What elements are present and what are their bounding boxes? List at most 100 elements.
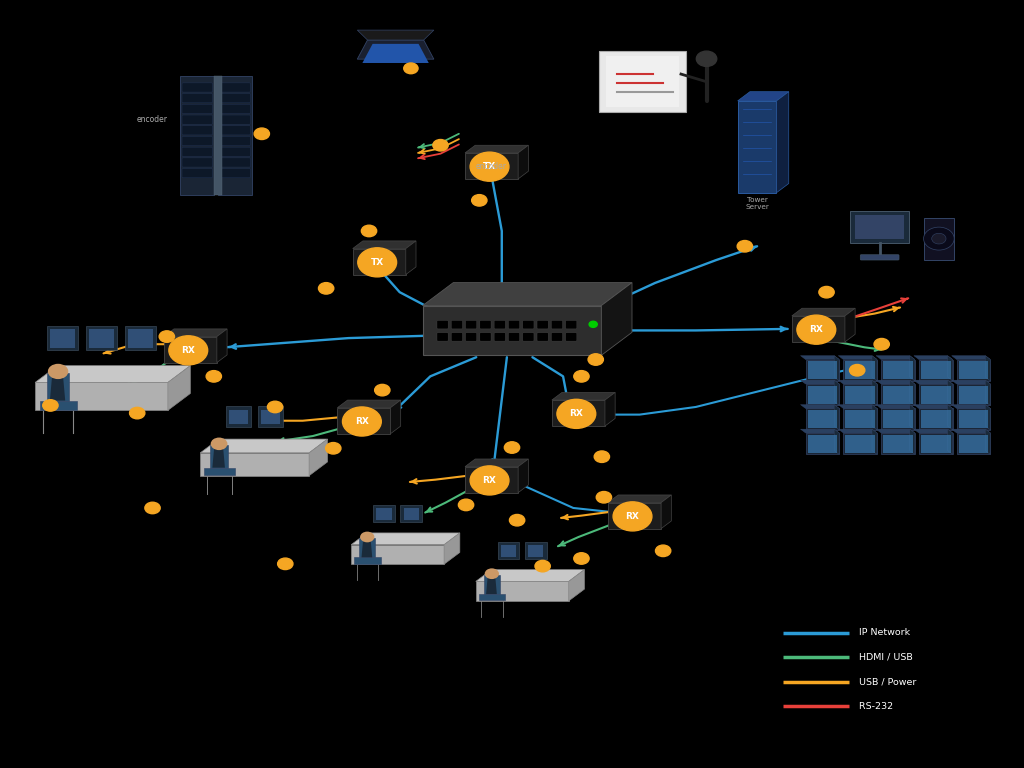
Polygon shape: [351, 545, 444, 564]
Circle shape: [470, 466, 509, 495]
FancyBboxPatch shape: [522, 320, 534, 329]
Polygon shape: [354, 558, 381, 564]
Circle shape: [360, 531, 375, 542]
Circle shape: [874, 339, 889, 350]
Polygon shape: [801, 405, 840, 409]
Polygon shape: [423, 283, 632, 306]
Polygon shape: [498, 541, 519, 559]
Polygon shape: [913, 380, 952, 384]
Polygon shape: [601, 283, 632, 356]
Polygon shape: [801, 380, 840, 384]
Polygon shape: [846, 435, 876, 453]
Polygon shape: [909, 380, 914, 406]
FancyBboxPatch shape: [437, 320, 449, 329]
Circle shape: [278, 558, 293, 570]
Polygon shape: [164, 329, 227, 336]
Polygon shape: [599, 51, 686, 112]
FancyBboxPatch shape: [495, 333, 506, 341]
Polygon shape: [947, 380, 952, 406]
Polygon shape: [35, 382, 168, 410]
Polygon shape: [808, 361, 838, 379]
Circle shape: [375, 384, 390, 396]
Text: encoder: encoder: [476, 162, 507, 171]
FancyBboxPatch shape: [509, 320, 519, 329]
Circle shape: [655, 545, 671, 557]
Polygon shape: [390, 400, 400, 434]
FancyBboxPatch shape: [551, 333, 562, 341]
FancyBboxPatch shape: [565, 333, 577, 341]
Polygon shape: [884, 361, 912, 379]
FancyBboxPatch shape: [480, 320, 492, 329]
Circle shape: [361, 225, 377, 237]
Polygon shape: [958, 435, 988, 453]
Text: TX: TX: [371, 258, 384, 266]
Polygon shape: [606, 57, 679, 107]
Polygon shape: [362, 44, 429, 63]
Polygon shape: [872, 429, 878, 455]
Circle shape: [342, 407, 381, 436]
Polygon shape: [947, 429, 952, 455]
Polygon shape: [947, 405, 952, 430]
Polygon shape: [846, 410, 876, 429]
Polygon shape: [839, 429, 878, 433]
Polygon shape: [359, 538, 375, 558]
Polygon shape: [792, 308, 855, 316]
Polygon shape: [125, 326, 156, 350]
Polygon shape: [47, 373, 70, 401]
Polygon shape: [35, 366, 190, 382]
Polygon shape: [261, 410, 280, 424]
Polygon shape: [351, 533, 460, 545]
Text: RX: RX: [482, 476, 497, 485]
Polygon shape: [518, 459, 528, 492]
Polygon shape: [877, 405, 914, 409]
FancyBboxPatch shape: [182, 147, 212, 157]
Polygon shape: [951, 405, 990, 409]
FancyBboxPatch shape: [182, 169, 212, 177]
Polygon shape: [806, 359, 840, 381]
FancyBboxPatch shape: [182, 115, 212, 124]
Polygon shape: [882, 359, 914, 381]
FancyBboxPatch shape: [537, 320, 548, 329]
Polygon shape: [835, 429, 840, 455]
Polygon shape: [808, 435, 838, 453]
Circle shape: [573, 553, 589, 564]
Polygon shape: [958, 410, 988, 429]
Polygon shape: [806, 384, 840, 406]
FancyBboxPatch shape: [220, 126, 250, 135]
Polygon shape: [226, 406, 251, 426]
Polygon shape: [909, 429, 914, 455]
Polygon shape: [484, 574, 500, 594]
FancyBboxPatch shape: [466, 320, 477, 329]
Circle shape: [318, 283, 334, 294]
Text: IP Network: IP Network: [856, 628, 910, 637]
Polygon shape: [309, 439, 328, 475]
Polygon shape: [947, 356, 952, 381]
Circle shape: [403, 63, 418, 74]
Polygon shape: [919, 409, 952, 430]
Polygon shape: [839, 380, 878, 384]
Circle shape: [326, 442, 341, 454]
Circle shape: [357, 248, 396, 277]
Polygon shape: [89, 329, 114, 348]
Polygon shape: [882, 384, 914, 406]
Polygon shape: [501, 545, 516, 557]
Circle shape: [924, 227, 954, 250]
Text: HDMI / USB: HDMI / USB: [856, 653, 913, 662]
FancyBboxPatch shape: [220, 169, 250, 177]
Polygon shape: [839, 356, 878, 359]
FancyBboxPatch shape: [509, 333, 519, 341]
Polygon shape: [201, 439, 328, 453]
Polygon shape: [218, 76, 252, 194]
Text: Tower
Server: Tower Server: [745, 197, 769, 210]
Polygon shape: [801, 429, 840, 433]
Circle shape: [470, 152, 509, 181]
Polygon shape: [985, 405, 990, 430]
Polygon shape: [423, 306, 601, 356]
Polygon shape: [844, 359, 878, 381]
Circle shape: [433, 140, 449, 151]
Polygon shape: [846, 386, 876, 404]
Polygon shape: [406, 241, 416, 275]
FancyBboxPatch shape: [480, 333, 492, 341]
Circle shape: [613, 502, 652, 531]
Polygon shape: [465, 467, 518, 492]
